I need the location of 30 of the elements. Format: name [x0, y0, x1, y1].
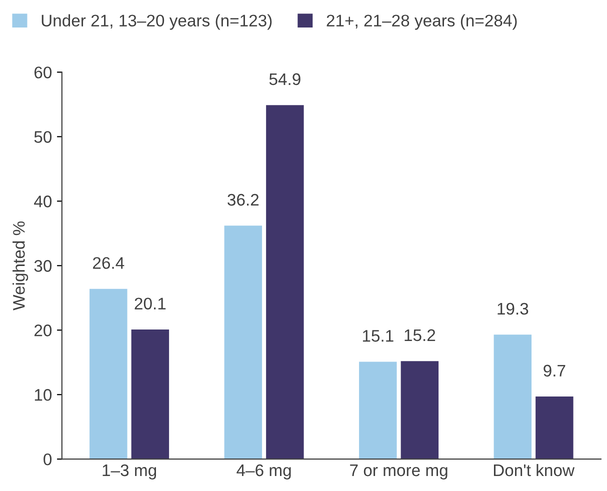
- data-label: 15.2: [404, 329, 436, 342]
- bar: [90, 288, 128, 460]
- y-tick-label: 60: [34, 66, 52, 78]
- legend-label: 21+, 21–28 years (n=284): [326, 14, 517, 30]
- x-tick-label: 4–6 mg: [236, 464, 291, 480]
- y-tick-label: 50: [34, 131, 52, 143]
- y-tick-label: 20: [34, 324, 52, 336]
- x-tick-label: Don't know: [494, 464, 575, 476]
- y-tick-label: 30: [34, 260, 52, 272]
- x-tick-label: 1–3 mg: [102, 464, 156, 480]
- data-label: 15.1: [362, 330, 394, 342]
- y-tick-label: 40: [34, 196, 52, 208]
- bar: [266, 105, 304, 460]
- data-label: 36.2: [228, 194, 259, 206]
- bar: [494, 334, 532, 460]
- bar: [400, 361, 439, 460]
- data-label: 26.4: [93, 257, 124, 269]
- data-label: 19.3: [498, 302, 528, 315]
- data-label: 54.9: [269, 73, 300, 86]
- bar: [224, 226, 262, 460]
- x-tick-label: 7 or more mg: [350, 464, 448, 480]
- bar: [359, 362, 397, 460]
- legend-label: Under 21, 13–20 years (n=123): [42, 14, 272, 30]
- bar: [131, 329, 170, 460]
- data-label: 9.7: [544, 364, 566, 377]
- y-tick-label: 0: [44, 453, 52, 466]
- data-label: 20.1: [134, 298, 166, 310]
- y-tick-label: 10: [34, 389, 52, 401]
- y-axis-title: Weighted %: [12, 221, 28, 310]
- bar: [536, 396, 574, 460]
